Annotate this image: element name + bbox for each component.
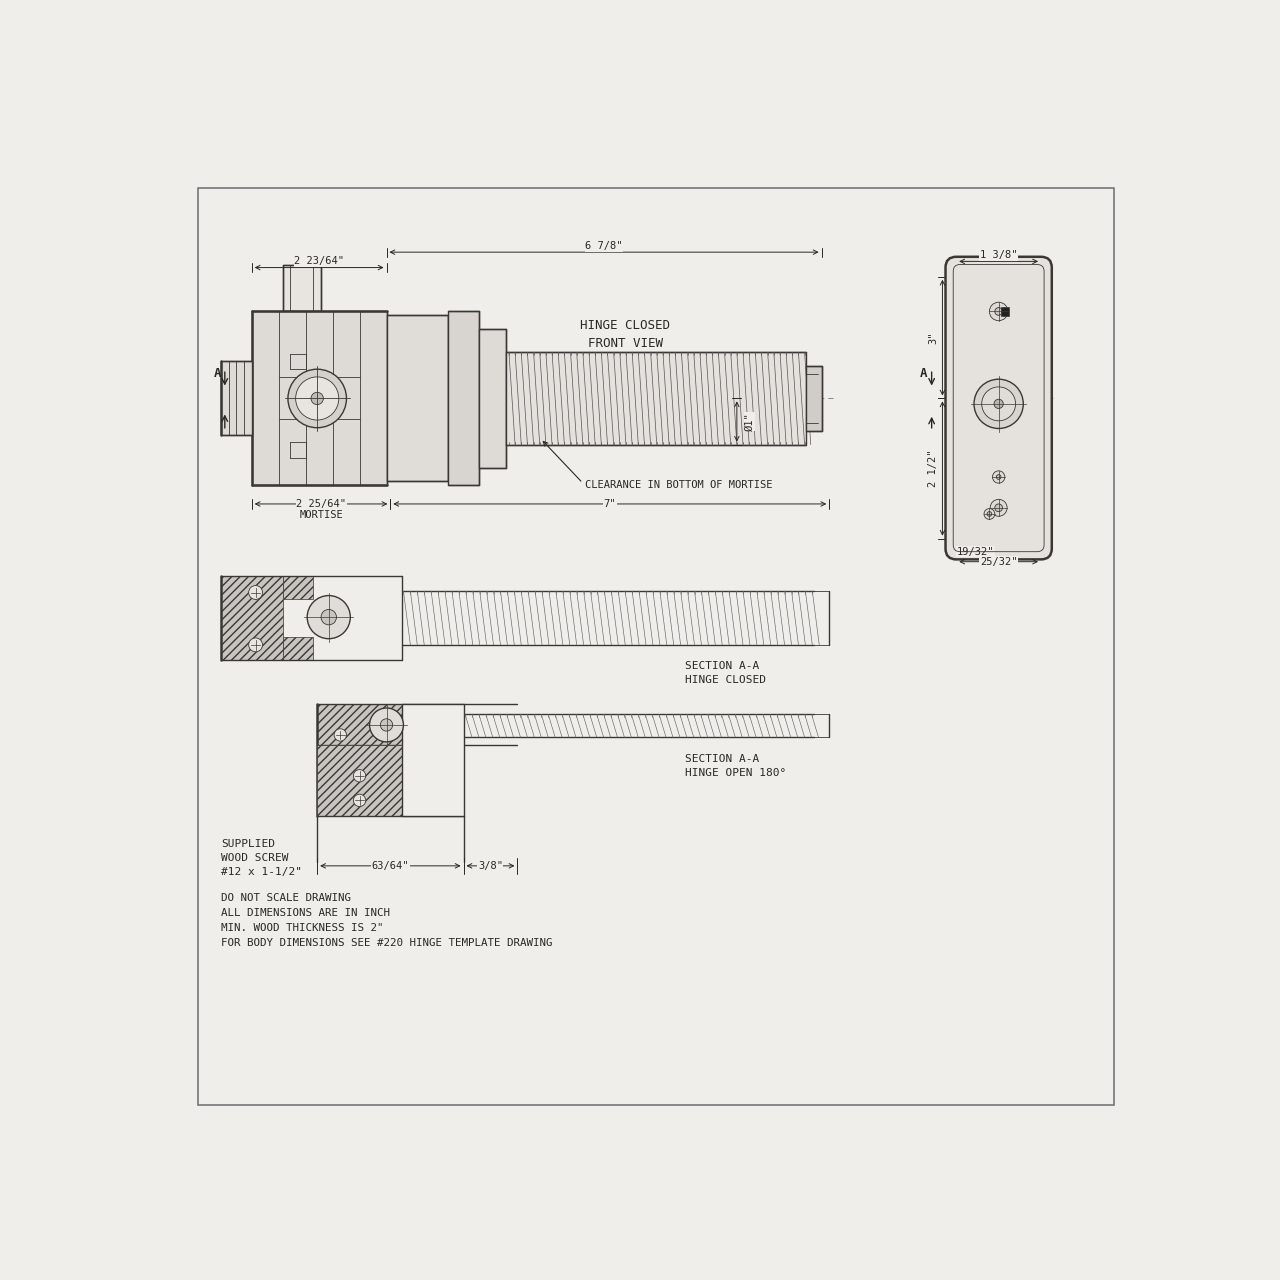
Text: DO NOT SCALE DRAWING
ALL DIMENSIONS ARE IN INCH
MIN. WOOD THICKNESS IS 2"
FOR BO: DO NOT SCALE DRAWING ALL DIMENSIONS ARE … (221, 893, 553, 948)
Circle shape (353, 794, 366, 806)
Circle shape (248, 585, 262, 599)
Polygon shape (283, 265, 321, 311)
Circle shape (370, 708, 403, 742)
Polygon shape (283, 576, 314, 599)
Circle shape (248, 637, 262, 652)
Text: 6 7/8": 6 7/8" (585, 241, 623, 251)
Text: MORTISE: MORTISE (300, 511, 343, 521)
Text: A: A (214, 366, 221, 380)
Text: 3": 3" (928, 332, 938, 344)
Circle shape (995, 307, 1002, 315)
Text: SECTION A-A
HINGE CLOSED: SECTION A-A HINGE CLOSED (685, 662, 767, 685)
Text: CLEARANCE IN BOTTOM OF MORTISE: CLEARANCE IN BOTTOM OF MORTISE (585, 480, 773, 490)
Circle shape (996, 475, 1001, 479)
Bar (1001, 307, 1009, 316)
Text: 2 1/2": 2 1/2" (928, 449, 938, 488)
Polygon shape (506, 352, 806, 444)
Text: SECTION A-A
HINGE OPEN 180°: SECTION A-A HINGE OPEN 180° (685, 754, 786, 778)
Circle shape (995, 504, 1002, 512)
Text: 2 23/64": 2 23/64" (294, 256, 344, 266)
Polygon shape (317, 704, 402, 745)
Polygon shape (283, 637, 314, 660)
Circle shape (353, 769, 366, 782)
Polygon shape (402, 704, 463, 815)
Circle shape (288, 369, 347, 428)
Circle shape (989, 302, 1007, 321)
Circle shape (982, 387, 1015, 421)
Text: 2 25/64": 2 25/64" (296, 499, 346, 509)
Circle shape (311, 392, 324, 404)
Polygon shape (448, 311, 479, 485)
Text: Ø1": Ø1" (745, 412, 755, 431)
Text: 19/32": 19/32" (957, 547, 995, 557)
Circle shape (974, 379, 1023, 429)
Text: 63/64": 63/64" (371, 861, 410, 870)
Text: A: A (920, 366, 928, 380)
Polygon shape (479, 329, 506, 467)
Circle shape (995, 399, 1004, 408)
Circle shape (380, 719, 393, 731)
Circle shape (321, 609, 337, 625)
Polygon shape (806, 366, 822, 431)
Text: 3/8": 3/8" (477, 861, 503, 870)
Circle shape (296, 376, 339, 420)
Text: 25/32": 25/32" (980, 557, 1018, 567)
Text: 7": 7" (604, 499, 616, 509)
Text: HINGE CLOSED
FRONT VIEW: HINGE CLOSED FRONT VIEW (580, 319, 671, 349)
Circle shape (334, 728, 347, 741)
Circle shape (991, 499, 1007, 516)
Polygon shape (221, 576, 283, 660)
Text: SUPPLIED
WOOD SCREW
#12 x 1-1/2": SUPPLIED WOOD SCREW #12 x 1-1/2" (221, 838, 302, 877)
Polygon shape (252, 311, 387, 485)
Circle shape (984, 508, 995, 520)
Circle shape (992, 471, 1005, 483)
FancyBboxPatch shape (946, 257, 1052, 559)
Circle shape (307, 595, 351, 639)
Polygon shape (317, 745, 402, 815)
Polygon shape (387, 315, 448, 481)
Polygon shape (221, 361, 252, 435)
Text: 1 3/8": 1 3/8" (980, 250, 1018, 260)
Circle shape (987, 512, 992, 516)
